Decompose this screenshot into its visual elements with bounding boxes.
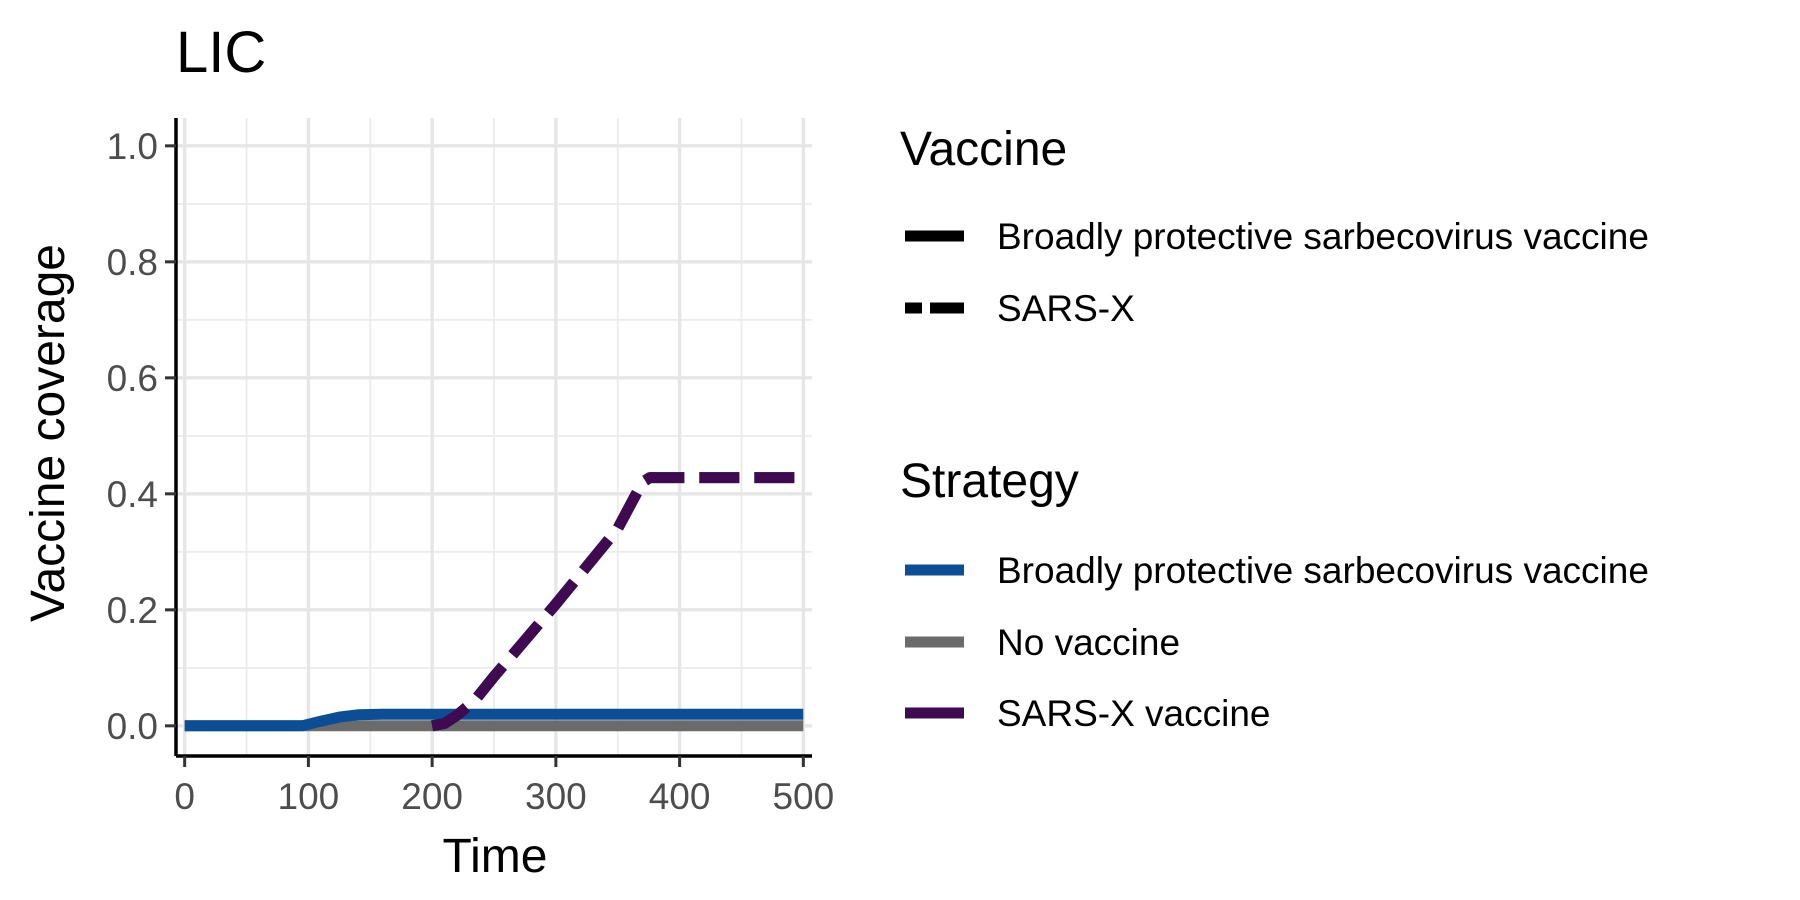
legend-item-label: Broadly protective sarbecovirus vaccine bbox=[997, 216, 1649, 257]
legend-item-label: No vaccine bbox=[997, 622, 1180, 663]
x-tick-label: 500 bbox=[772, 776, 834, 817]
x-tick-label: 200 bbox=[401, 776, 463, 817]
x-tick-label: 300 bbox=[525, 776, 587, 817]
legend-item-label: Broadly protective sarbecovirus vaccine bbox=[997, 550, 1649, 591]
x-axis-title: Time bbox=[443, 830, 548, 883]
legend: Vaccine Broadly protective sarbecovirus v… bbox=[900, 123, 1649, 734]
legend-title: Vaccine bbox=[900, 123, 1067, 176]
y-tick-label: 1.0 bbox=[107, 126, 158, 167]
y-tick-label: 0.0 bbox=[107, 706, 158, 747]
series-line-broadly-protective-sarbecovirus-vaccine-broadly-protective-sarbecovirus-vaccine bbox=[184, 708, 804, 732]
series-layer bbox=[184, 472, 804, 732]
series-line-sars-x-vaccine-sars-x bbox=[431, 472, 804, 732]
grid-lines bbox=[176, 118, 812, 756]
x-axis-ticks: 0 100 200 300 400 500 bbox=[174, 756, 834, 817]
y-tick-label: 0.4 bbox=[107, 474, 158, 515]
legend-item-label: SARS-X bbox=[997, 288, 1135, 329]
y-tick-label: 0.8 bbox=[107, 242, 158, 283]
chart-title: LIC bbox=[176, 20, 266, 85]
y-tick-label: 0.2 bbox=[107, 590, 158, 631]
x-tick-label: 100 bbox=[278, 776, 340, 817]
x-tick-label: 0 bbox=[174, 776, 195, 817]
y-axis-ticks: 0.0 0.2 0.4 0.6 0.8 1.0 bbox=[107, 126, 176, 747]
y-tick-label: 0.6 bbox=[107, 358, 158, 399]
legend-title: Strategy bbox=[900, 455, 1079, 508]
legend-item-label: SARS-X vaccine bbox=[997, 693, 1271, 734]
y-axis-title: Vaccine coverage bbox=[22, 244, 75, 622]
x-tick-label: 400 bbox=[649, 776, 711, 817]
